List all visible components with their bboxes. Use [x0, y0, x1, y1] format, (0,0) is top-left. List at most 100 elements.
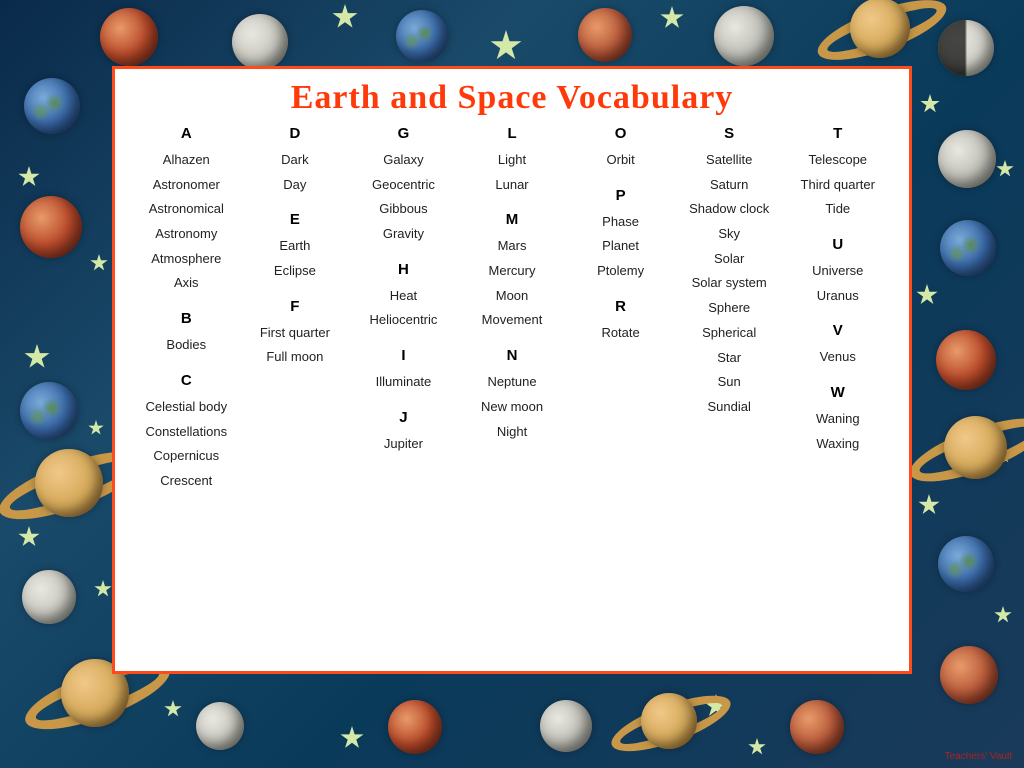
vocab-word: Heliocentric	[352, 308, 455, 333]
vocab-group: PPhasePlanetPtolemy	[569, 187, 672, 284]
star-icon	[918, 494, 940, 516]
vocab-group: F First quarterFull moon	[244, 298, 347, 370]
vocab-group: JJupiter	[352, 409, 455, 457]
vocab-group: MMarsMercuryMoonMovement	[461, 211, 564, 333]
vocab-word: Night	[461, 420, 564, 445]
vocab-column: TTelescopeThird quarterTide U UniverseUran…	[786, 125, 889, 508]
star-icon	[24, 344, 50, 370]
group-letter: V	[786, 322, 889, 339]
vocab-word: Astronomer	[135, 173, 238, 198]
vocab-column: SSatelliteSaturnShadow clockSkySolarSola…	[678, 125, 781, 508]
star-icon	[994, 606, 1012, 624]
vocab-word: Tide	[786, 197, 889, 222]
vocab-word: Gibbous	[352, 197, 455, 222]
vocab-group: TTelescopeThird quarterTide	[786, 125, 889, 222]
star-icon	[332, 4, 358, 30]
vocab-word: Rotate	[569, 321, 672, 346]
vocab-group: LLightLunar	[461, 125, 564, 197]
vocab-column: GGalaxyGeocentricGibbousGravityHHeatHeli…	[352, 125, 455, 508]
vocab-word: Mercury	[461, 259, 564, 284]
star-icon	[996, 160, 1014, 178]
earth-icon	[24, 78, 80, 134]
moon-icon	[714, 6, 774, 66]
saturn-icon	[902, 408, 1024, 492]
group-letter: S	[678, 125, 781, 142]
saturn-icon	[604, 686, 737, 760]
vocab-word: Sundial	[678, 395, 781, 420]
vocab-word: Lunar	[461, 173, 564, 198]
vocab-word: Universe	[786, 259, 889, 284]
star-icon	[748, 738, 766, 756]
vocab-word: Saturn	[678, 173, 781, 198]
vocab-group: OOrbit	[569, 125, 672, 173]
vocab-word: Solar	[678, 247, 781, 272]
moon-icon	[938, 130, 996, 188]
vocab-word: Axis	[135, 271, 238, 296]
group-letter: M	[461, 211, 564, 228]
saturn-icon	[810, 0, 954, 70]
vocab-word: Light	[461, 148, 564, 173]
vocab-word: Galaxy	[352, 148, 455, 173]
vocab-word: Astronomy	[135, 222, 238, 247]
vocab-group: SSatelliteSaturnShadow clockSkySolarSola…	[678, 125, 781, 420]
vocab-word: Venus	[786, 345, 889, 370]
vocab-word: Neptune	[461, 370, 564, 395]
vocabulary-columns: AAlhazenAstronomerAstronomicalAstronomyA…	[135, 125, 889, 508]
vocab-word: Earth	[244, 234, 347, 259]
vocab-column: OOrbit PPhasePlanetPtolemy R Rotate	[569, 125, 672, 508]
vocab-word: Full moon	[244, 345, 347, 370]
vocab-column: LLightLunarMMarsMercuryMoonMovementNNept…	[461, 125, 564, 508]
group-letter: W	[786, 384, 889, 401]
moon-icon	[232, 14, 288, 70]
group-letter: O	[569, 125, 672, 142]
vocab-word: Illuminate	[352, 370, 455, 395]
star-icon	[94, 580, 112, 598]
vocab-word: Telescope	[786, 148, 889, 173]
vocab-word: Star	[678, 346, 781, 371]
group-letter: D	[244, 125, 347, 142]
group-letter: J	[352, 409, 455, 426]
vocab-word: Atmosphere	[135, 247, 238, 272]
group-letter: I	[352, 347, 455, 364]
group-letter: H	[352, 261, 455, 278]
vocab-word: Satellite	[678, 148, 781, 173]
group-letter: C	[135, 372, 238, 389]
vocab-word: Copernicus	[135, 444, 238, 469]
vocab-group: N NeptuneNew moonNight	[461, 347, 564, 444]
vocab-group: H HeatHeliocentric	[352, 261, 455, 333]
star-icon	[90, 254, 108, 272]
vocab-word: Ptolemy	[569, 259, 672, 284]
vocab-word: Geocentric	[352, 173, 455, 198]
vocab-word: Third quarter	[786, 173, 889, 198]
vocab-word: Uranus	[786, 284, 889, 309]
mars-icon	[100, 8, 158, 66]
group-letter: N	[461, 347, 564, 364]
vocab-word: Shadow clock	[678, 197, 781, 222]
group-letter: R	[569, 298, 672, 315]
vocab-word: New moon	[461, 395, 564, 420]
group-letter: A	[135, 125, 238, 142]
vocab-word: Crescent	[135, 469, 238, 494]
vocab-word: Alhazen	[135, 148, 238, 173]
group-letter: E	[244, 211, 347, 228]
vocab-word: Astronomical	[135, 197, 238, 222]
vocab-word: Movement	[461, 308, 564, 333]
vocab-word: Eclipse	[244, 259, 347, 284]
group-letter: U	[786, 236, 889, 253]
vocab-word: Bodies	[135, 333, 238, 358]
vocab-word: First quarter	[244, 321, 347, 346]
star-icon	[920, 94, 940, 114]
vocab-group: U UniverseUranus	[786, 236, 889, 308]
mars-icon	[790, 700, 844, 754]
vocab-word: Heat	[352, 284, 455, 309]
vocab-word: Constellations	[135, 420, 238, 445]
vocab-word: Celestial body	[135, 395, 238, 420]
vocab-group: BBodies	[135, 310, 238, 358]
vocab-word: Sphere	[678, 296, 781, 321]
star-icon	[490, 30, 522, 62]
vocab-group: DDarkDay	[244, 125, 347, 197]
group-letter: F	[244, 298, 347, 315]
mars-icon	[940, 646, 998, 704]
vocab-word: Day	[244, 173, 347, 198]
vocab-group: R Rotate	[569, 298, 672, 346]
